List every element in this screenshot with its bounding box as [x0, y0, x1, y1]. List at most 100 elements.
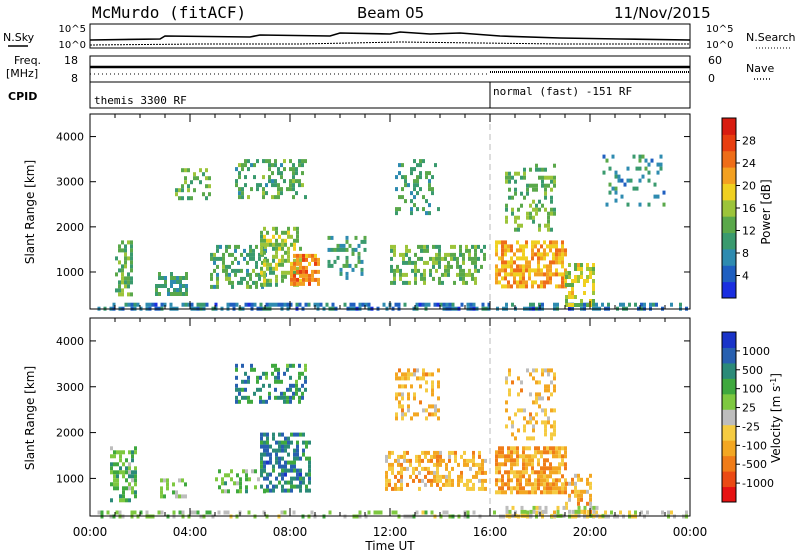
data-cell [605, 202, 609, 207]
data-cell [128, 466, 131, 471]
data-cell [234, 256, 237, 261]
data-cell [555, 470, 558, 475]
data-cell [507, 486, 510, 491]
data-cell [514, 187, 517, 192]
data-cell [437, 368, 440, 373]
data-cell [577, 473, 580, 478]
data-cell [546, 276, 549, 281]
data-cell [275, 476, 278, 481]
data-cell [520, 408, 523, 413]
data-cell [302, 452, 305, 457]
data-cell [475, 470, 478, 475]
data-cell [546, 474, 549, 479]
data-cell [541, 167, 544, 172]
data-cell [513, 462, 516, 467]
data-cell [517, 408, 520, 413]
data-cell [130, 302, 134, 307]
data-cell [266, 282, 269, 287]
data-cell [278, 472, 281, 477]
data-cell [281, 278, 284, 283]
data-cell [265, 371, 268, 376]
data-cell [426, 244, 429, 249]
data-cell [395, 187, 398, 192]
data-cell [670, 510, 673, 515]
data-cell [561, 240, 564, 245]
data-cell [259, 387, 262, 392]
data-cell [275, 230, 278, 235]
data-cell [505, 179, 508, 184]
data-cell [436, 482, 439, 487]
data-cell [292, 179, 295, 184]
data-cell [516, 470, 519, 475]
data-cell [205, 184, 208, 189]
data-cell [414, 252, 417, 257]
data-cell [284, 472, 287, 477]
data-cell [514, 436, 517, 441]
data-cell [244, 371, 247, 376]
data-cell [283, 391, 286, 396]
data-cell [221, 481, 224, 486]
data-cell [408, 280, 411, 285]
data-cell [558, 470, 561, 475]
data-cell [537, 458, 540, 463]
data-cell [525, 264, 528, 269]
data-cell [505, 219, 508, 224]
data-cell [555, 450, 558, 455]
data-cell [293, 226, 296, 231]
data-cell [543, 264, 546, 269]
data-cell [281, 456, 284, 461]
data-cell [471, 276, 474, 281]
data-cell [185, 288, 188, 292]
data-cell [555, 240, 558, 245]
data-cell [546, 272, 549, 277]
data-cell [532, 215, 535, 220]
data-cell [427, 458, 430, 463]
data-cell [231, 280, 234, 285]
data-cell [266, 278, 269, 283]
data-cell [580, 489, 583, 494]
data-cell [271, 302, 275, 307]
data-cell [398, 195, 401, 200]
data-cell [457, 462, 460, 467]
data-cell [431, 372, 434, 377]
data-cell [196, 302, 200, 307]
data-cell [661, 510, 664, 515]
data-cell [131, 486, 134, 491]
data-cell [507, 482, 510, 487]
data-cell [412, 470, 415, 475]
data-cell [564, 252, 567, 257]
data-cell [463, 458, 466, 463]
data-cell [397, 486, 400, 491]
data-cell [278, 262, 281, 267]
data-cell [419, 384, 422, 389]
data-cell [130, 240, 133, 245]
data-cell [184, 302, 188, 307]
data-cell [272, 242, 275, 247]
data-cell [550, 227, 553, 232]
data-cell [436, 470, 439, 475]
data-cell [400, 462, 403, 467]
data-cell [546, 458, 549, 463]
data-cell [656, 162, 660, 167]
data-cell [231, 284, 234, 289]
data-cell [262, 191, 265, 196]
data-cell [526, 191, 529, 196]
data-cell [451, 450, 454, 455]
data-cell [296, 277, 299, 282]
data-cell [586, 489, 589, 494]
data-cell [431, 404, 434, 409]
data-cell [465, 280, 468, 285]
data-cell [280, 302, 284, 307]
y-tick-label: 4000 [56, 335, 84, 348]
data-cell [247, 195, 250, 200]
data-cell [256, 183, 259, 188]
data-cell [549, 446, 552, 451]
data-cell [419, 159, 422, 164]
data-cell [670, 302, 673, 307]
data-cell [268, 391, 271, 396]
freq-label: Freq. [14, 54, 41, 67]
data-cell [308, 261, 311, 266]
data-cell [176, 292, 179, 296]
power-colorbar-label: Power [dB] [759, 179, 773, 244]
data-cell [121, 268, 124, 273]
